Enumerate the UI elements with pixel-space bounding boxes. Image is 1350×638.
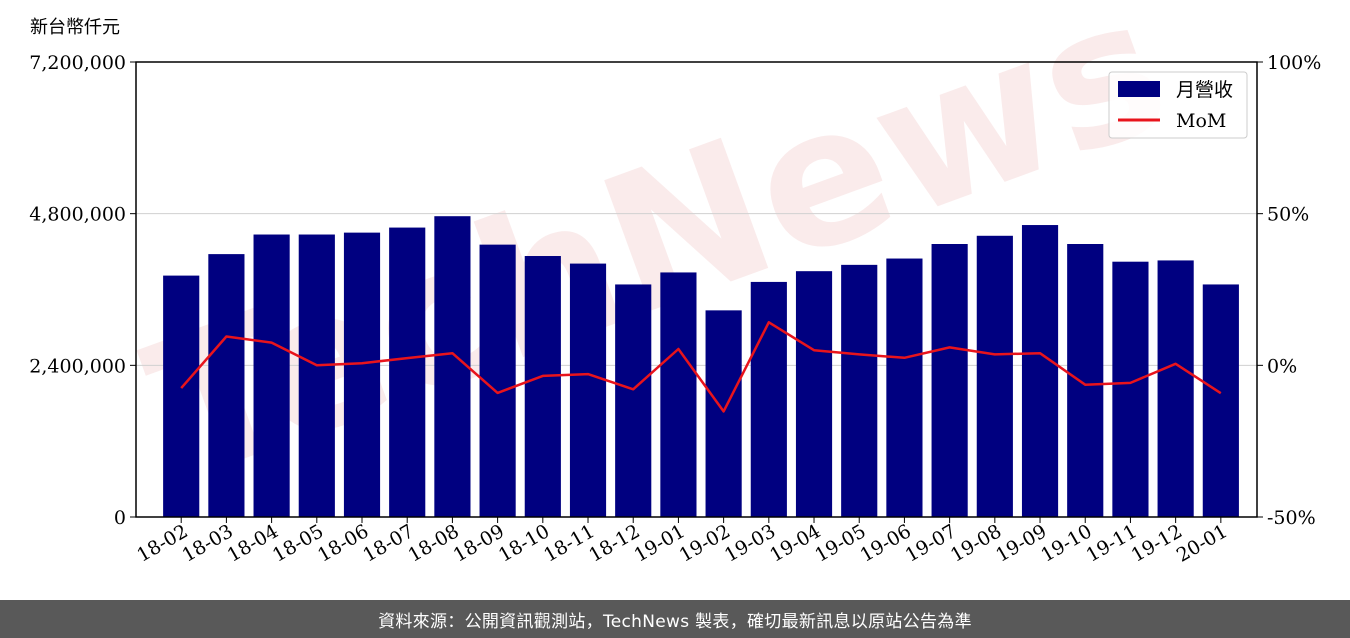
- bar-19-05: [841, 264, 878, 517]
- x-tick-label: 18-08: [404, 520, 462, 566]
- left-tick-label: 0: [114, 507, 126, 529]
- right-tick-label: 100%: [1267, 52, 1321, 74]
- bar-18-03: [208, 254, 245, 517]
- mom-line: [180, 321, 1222, 413]
- bar-19-12: [1157, 260, 1194, 517]
- x-tick-label: 19-08: [947, 520, 1005, 566]
- bar-19-01: [660, 272, 697, 517]
- x-tick-label: 18-09: [450, 520, 508, 566]
- x-tick-label: 19-11: [1082, 520, 1140, 566]
- bar-20-01: [1202, 284, 1239, 517]
- left-tick-label: 7,200,000: [29, 52, 126, 74]
- bar-19-02: [705, 310, 742, 517]
- legend-label-bar: 月營收: [1176, 79, 1233, 101]
- revenue-chart: TechNews 02,400,0004,800,0007,200,000-50…: [29, 0, 1321, 567]
- x-tick-label: 18-11: [540, 520, 598, 566]
- x-tick-label: 18-03: [178, 520, 236, 566]
- x-tick-label: 19-12: [1128, 520, 1186, 566]
- bar-18-06: [343, 232, 381, 517]
- bar-18-12: [615, 284, 652, 517]
- x-tick-label: 19-10: [1037, 520, 1095, 566]
- bar-19-09: [1021, 225, 1059, 517]
- x-tick-label: 18-06: [314, 520, 372, 566]
- bar-18-10: [524, 256, 561, 517]
- bar-19-04: [795, 271, 833, 517]
- source-text: 資料來源：公開資訊觀測站，TechNews 製表，確切最新訊息以原站公告為準: [378, 611, 972, 632]
- bar-18-05: [298, 234, 335, 518]
- mom-line-series: [180, 321, 1222, 413]
- x-tick-label: 19-09: [992, 520, 1050, 566]
- bar-18-07: [389, 227, 426, 517]
- bar-18-04: [253, 234, 290, 518]
- bar-19-10: [1067, 244, 1104, 517]
- legend: 月營收 MoM: [1108, 71, 1248, 139]
- bar-19-06: [886, 258, 923, 517]
- x-tick-label: 18-10: [495, 520, 553, 566]
- x-tick-label: 19-04: [766, 520, 824, 566]
- left-tick-label: 4,800,000: [29, 204, 126, 226]
- x-tick-label: 18-04: [224, 520, 282, 566]
- x-tick-label: 19-03: [721, 520, 779, 566]
- x-tick-label: 18-07: [359, 520, 417, 566]
- x-tick-label: 19-01: [630, 520, 688, 566]
- x-tick-label: 20-01: [1173, 520, 1231, 566]
- right-tick-label: 0%: [1267, 355, 1297, 377]
- bar-19-07: [931, 244, 968, 517]
- legend-swatch-bar: [1118, 81, 1160, 97]
- bar-18-11: [569, 263, 607, 517]
- bar-18-08: [434, 216, 471, 517]
- right-tick-label: -50%: [1267, 507, 1316, 529]
- bar-19-08: [976, 235, 1013, 517]
- x-tick-label: 19-05: [811, 520, 869, 566]
- left-tick-label: 2,400,000: [29, 355, 126, 377]
- bar-18-02: [163, 275, 200, 517]
- bar-19-11: [1112, 261, 1149, 517]
- x-tick-label: 18-05: [269, 520, 327, 566]
- x-tick-label: 19-07: [902, 520, 960, 566]
- right-tick-label: 50%: [1267, 204, 1309, 226]
- legend-label-line: MoM: [1176, 110, 1226, 132]
- plot-frame: [135, 61, 1258, 518]
- x-tick-label: 18-12: [585, 520, 643, 566]
- x-tick-label: 19-06: [856, 520, 914, 566]
- bar-series: [163, 216, 1239, 518]
- y-axis-unit-label: 新台幣仟元: [30, 17, 120, 38]
- bar-19-03: [750, 281, 787, 517]
- x-tick-label: 19-02: [676, 520, 734, 566]
- source-footer: 資料來源：公開資訊觀測站，TechNews 製表，確切最新訊息以原站公告為準: [0, 600, 1350, 638]
- x-tick-label: 18-02: [133, 520, 191, 566]
